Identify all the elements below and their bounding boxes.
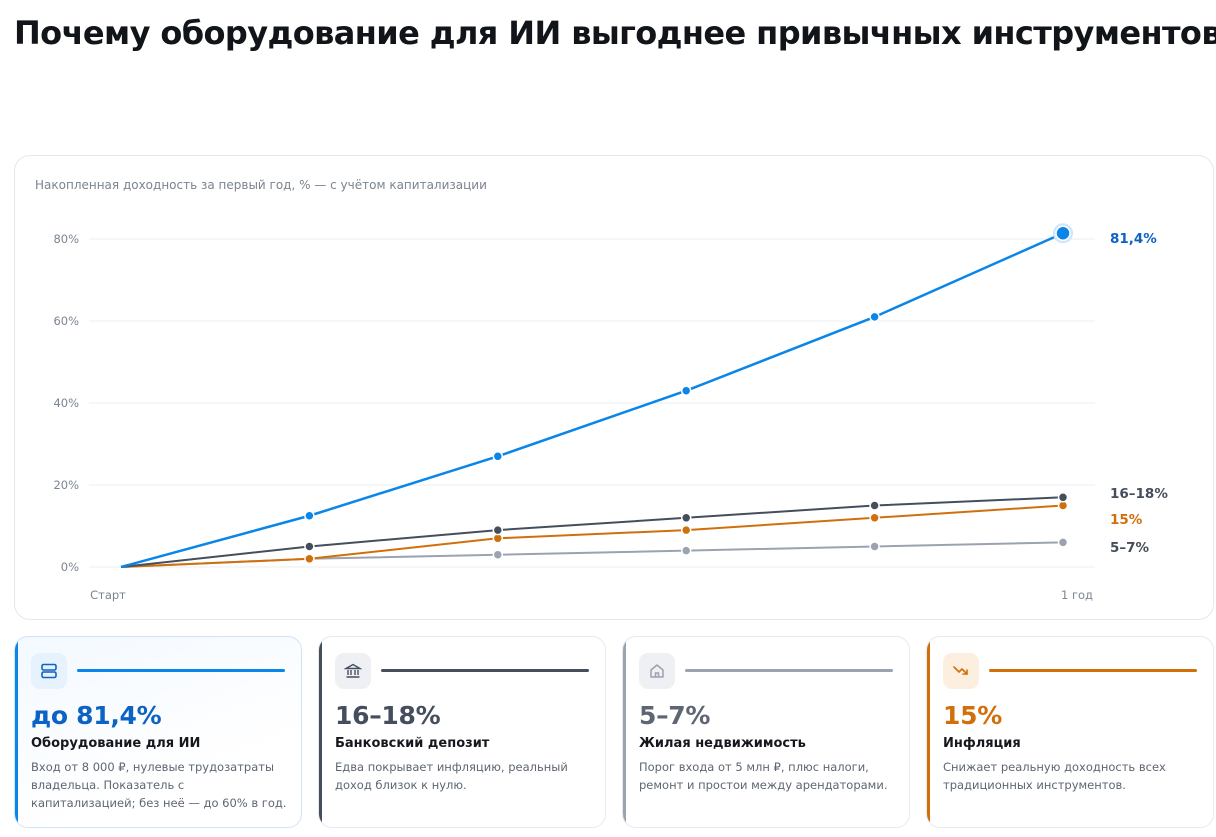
card-value: до 81,4% (31, 701, 162, 730)
data-point (492, 451, 504, 462)
series-end-label: 15% (1110, 512, 1143, 528)
card-title: Оборудование для ИИ (31, 736, 201, 751)
card-accent (927, 637, 930, 827)
data-point (869, 311, 880, 323)
card-title: Банковский депозит (335, 736, 490, 751)
y-tick-label: 60% (53, 314, 79, 328)
card-bank-deposit: 16–18% Банковский депозит Едва покрывает… (318, 636, 606, 828)
card-ai-equipment: до 81,4% Оборудование для ИИ Вход от 8 0… (14, 636, 302, 828)
data-point (492, 524, 504, 536)
data-point (680, 512, 692, 524)
card-description: Едва покрывает инфляцию, реальный доход … (335, 760, 568, 792)
card-inflation: 15% Инфляция Снижает реальную доходность… (926, 636, 1214, 828)
series-line-realty (120, 541, 1064, 568)
card-top-line (685, 669, 893, 672)
card-accent (15, 637, 18, 827)
data-point (492, 549, 504, 560)
data-point (304, 553, 315, 565)
data-point (869, 500, 880, 511)
series-end-label: 81,4% (1110, 231, 1157, 247)
x-tick-label: Старт (90, 588, 126, 602)
trend-down-icon (943, 653, 979, 689)
comparison-cards: до 81,4% Оборудование для ИИ Вход от 8 0… (14, 636, 1214, 828)
series-end-label: 16–18% (1110, 486, 1168, 502)
series-line-inflation (120, 504, 1064, 568)
house-icon (639, 653, 675, 689)
card-description: Снижает реальную доходность всех традици… (943, 760, 1166, 792)
card-value: 15% (943, 701, 1002, 730)
data-point (1055, 225, 1071, 242)
y-tick-label: 20% (53, 478, 79, 492)
series-end-label: 5–7% (1110, 540, 1150, 556)
page-title: Почему оборудование для ИИ выгоднее прив… (14, 14, 1216, 52)
card-residential-realty: 5–7% Жилая недвижимость Порог входа от 5… (622, 636, 910, 828)
card-description: Порог входа от 5 млн ₽, плюс налоги, рем… (639, 760, 888, 792)
data-point (1057, 537, 1069, 548)
y-tick-label: 40% (53, 396, 79, 410)
data-point (1057, 492, 1069, 503)
data-point (869, 512, 880, 524)
data-point (680, 385, 692, 396)
card-title: Жилая недвижимость (639, 736, 806, 751)
card-accent (623, 637, 626, 827)
x-tick-label: 1 год (1061, 588, 1093, 602)
y-tick-label: 80% (53, 232, 79, 246)
series-line-deposit (120, 496, 1064, 568)
bank-icon (335, 653, 371, 689)
data-point (869, 541, 880, 552)
data-point (680, 524, 692, 536)
server-icon (31, 653, 67, 689)
chart-card: Накопленная доходность за первый год, % … (14, 155, 1214, 620)
card-value: 5–7% (639, 701, 711, 730)
card-top-line (381, 669, 589, 672)
y-tick-label: 0% (61, 560, 79, 574)
chart-caption: Накопленная доходность за первый год, % … (35, 178, 487, 192)
data-point (680, 545, 692, 556)
card-accent (319, 637, 322, 827)
data-point (304, 510, 315, 521)
card-value: 16–18% (335, 701, 441, 730)
card-title: Инфляция (943, 736, 1021, 751)
yield-line-chart: 0% 20% 40% 60% 80% Старт 1 год 81,4% 16–18% 15% 5–… (53, 223, 1168, 602)
card-description: Вход от 8 000 ₽, нулевые трудозатраты вл… (31, 760, 287, 810)
data-point (304, 541, 315, 552)
card-top-line (77, 669, 285, 672)
series-line-ai (120, 232, 1064, 569)
card-top-line (989, 669, 1197, 672)
